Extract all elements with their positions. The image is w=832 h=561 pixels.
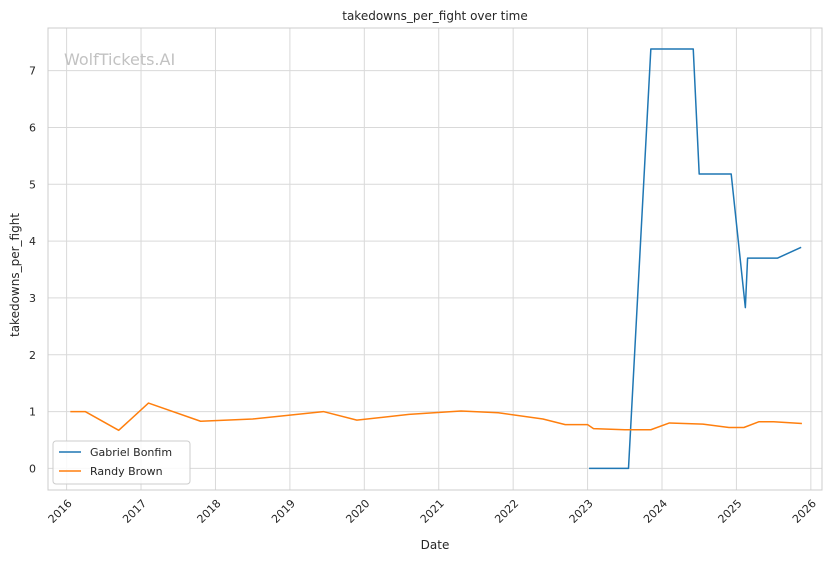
y-tick-label: 7 (29, 65, 36, 78)
series-lines (70, 48, 802, 470)
y-axis-ticks: 0 1 2 3 4 5 6 7 (29, 65, 36, 476)
y-tick-label: 4 (29, 235, 36, 248)
y-tick-label: 3 (29, 292, 36, 305)
gridlines (48, 28, 822, 490)
y-tick-label: 5 (29, 178, 36, 191)
series-line-0 (589, 48, 802, 470)
y-axis-label: takedowns_per_fight (8, 213, 22, 337)
plot-frame (47, 27, 823, 491)
y-tick-label: 0 (29, 462, 36, 475)
watermark-text: WolfTickets.AI (64, 50, 175, 69)
y-tick-label: 2 (29, 349, 36, 362)
legend-label: Gabriel Bonfim (90, 446, 172, 459)
legend: Gabriel Bonfim Randy Brown (52, 440, 191, 485)
legend-label: Randy Brown (90, 465, 163, 478)
chart-title: takedowns_per_fight over time (342, 9, 528, 23)
legend-box (52, 440, 191, 485)
y-tick-label: 6 (29, 121, 36, 134)
y-tick-label: 1 (29, 406, 36, 419)
series-line-1 (70, 402, 802, 432)
x-axis-label: Date (421, 538, 450, 552)
